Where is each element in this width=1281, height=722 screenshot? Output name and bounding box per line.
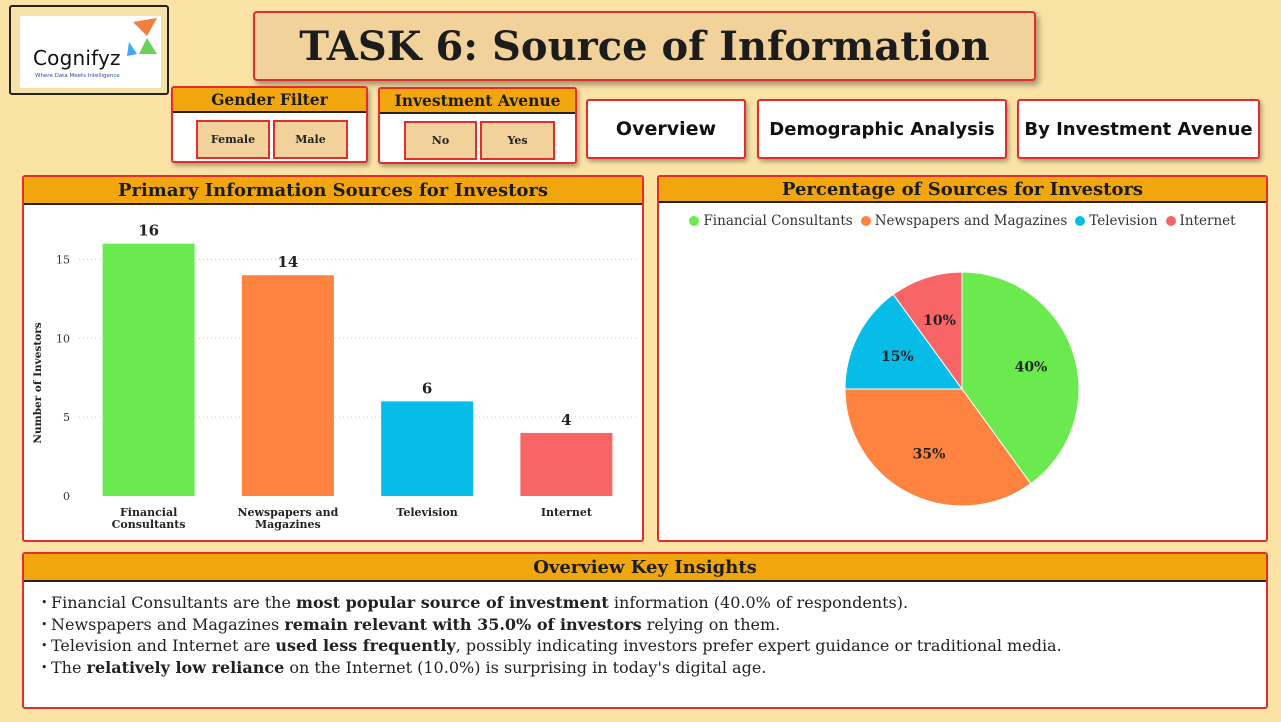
pie-slice-label: 10% [923, 313, 956, 329]
legend-dot-icon [1165, 216, 1176, 226]
insight-item: Newspapers and Magazines remain relevant… [41, 614, 1256, 636]
pie-slice-label: 40% [1015, 360, 1048, 376]
investment-option-yes[interactable]: Yes [480, 121, 555, 160]
bar-data-label: 16 [138, 222, 159, 240]
page-title: TASK 6: Source of Information [299, 22, 990, 70]
legend-item[interactable]: Financial Consultants [689, 213, 853, 229]
pie-chart: 40% 35% 15% 10% [844, 271, 1080, 507]
by-investment-avenue-button[interactable]: By Investment Avenue [1017, 99, 1260, 159]
x-tick-label: Television [396, 506, 457, 519]
insight-text: , possibly indicating investors prefer e… [455, 636, 1062, 655]
y-tick-label: 0 [63, 490, 70, 503]
insight-text: The [51, 657, 87, 677]
pie-slice[interactable] [844, 388, 1032, 507]
y-tick-label: 5 [63, 411, 70, 424]
overview-button[interactable]: Overview [586, 99, 746, 159]
legend-item[interactable]: Internet [1165, 213, 1236, 229]
bar[interactable] [102, 243, 195, 496]
legend-item[interactable]: Television [1075, 213, 1158, 229]
logo-triangle-blue [127, 42, 137, 56]
insight-highlight: remain relevant with 35.0% of investors [284, 614, 642, 634]
legend-label: Financial Consultants [703, 213, 853, 229]
investment-avenue-filter: Investment Avenue No Yes [378, 87, 577, 164]
insight-text: relying on them. [641, 614, 781, 634]
logo-triangle-green [139, 38, 157, 54]
investment-avenue-filter-title: Investment Avenue [380, 89, 575, 114]
gender-option-female[interactable]: Female [196, 120, 270, 159]
insights-panel: Overview Key Insights Financial Consulta… [22, 552, 1268, 709]
y-tick-label: 10 [56, 332, 70, 345]
logo-name: Cognifyz [33, 46, 121, 70]
pie-slice[interactable] [844, 293, 963, 390]
pie-chart-title: Percentage of Sources for Investors [659, 177, 1266, 203]
gender-option-male[interactable]: Male [273, 120, 348, 159]
bar-data-label: 4 [561, 411, 571, 429]
pie-chart-panel: Percentage of Sources for Investors Fina… [657, 175, 1268, 542]
demographic-analysis-button[interactable]: Demographic Analysis [757, 99, 1007, 159]
bar[interactable] [520, 432, 613, 496]
bar-chart-title: Primary Information Sources for Investor… [24, 177, 642, 205]
insight-text: on the Internet (10.0%) is surprising in… [284, 657, 767, 677]
bar[interactable] [381, 401, 474, 496]
legend-item[interactable]: Newspapers and Magazines [860, 213, 1068, 229]
legend-label: Internet [1179, 213, 1236, 229]
insight-text: Newspapers and Magazines [51, 614, 285, 634]
insight-highlight: relatively low reliance [86, 657, 285, 677]
logo-box: Cognifyz Where Data Meets Intelligence [9, 5, 169, 95]
bar[interactable] [241, 275, 334, 496]
gender-filter-title: Gender Filter [173, 88, 366, 113]
logo-mark-icon [127, 18, 157, 56]
insight-item: Television and Internet are used less fr… [41, 635, 1256, 657]
title-banner: TASK 6: Source of Information [253, 11, 1036, 81]
insight-text: information (40.0% of respondents). [608, 593, 909, 612]
logo-triangle-orange [133, 18, 157, 36]
x-tick-label: Consultants [112, 518, 186, 531]
x-tick-label: Internet [541, 506, 593, 519]
legend-dot-icon [1075, 216, 1086, 226]
bar-chart: 0 5 10 15 Number of Investors 16 FinancialCons… [32, 222, 636, 531]
pie-slice[interactable] [892, 271, 963, 391]
insight-item: The relatively low reliance on the Inter… [41, 657, 1256, 679]
gender-filter: Gender Filter Female Male [171, 86, 368, 163]
bar-data-label: 14 [277, 253, 298, 271]
insight-text: Television and Internet are [51, 636, 276, 655]
insight-highlight: used less frequently [275, 636, 456, 655]
logo: Cognifyz Where Data Meets Intelligence [20, 16, 161, 88]
investment-option-no[interactable]: No [404, 121, 477, 160]
insights-title: Overview Key Insights [24, 554, 1266, 582]
pie-slice[interactable] [961, 271, 1080, 485]
bar-data-label: 6 [422, 379, 432, 397]
pie-slice-label: 35% [913, 447, 946, 463]
x-tick-label: Newspapers and [237, 506, 338, 519]
x-tick-label: Financial [120, 506, 177, 519]
insights-list: Financial Consultants are the most popul… [41, 592, 1256, 678]
insight-text: Financial Consultants are the [51, 593, 297, 612]
legend-dot-icon [689, 216, 700, 226]
insight-item: Financial Consultants are the most popul… [41, 592, 1256, 614]
pie-slice-label: 15% [881, 349, 914, 365]
legend-label: Television [1089, 213, 1158, 229]
y-axis-label: Number of Investors [32, 322, 44, 443]
bar-chart-panel: Primary Information Sources for Investor… [22, 175, 644, 542]
insight-highlight: most popular source of investment [296, 593, 609, 612]
legend-dot-icon [860, 216, 871, 226]
legend-label: Newspapers and Magazines [874, 213, 1068, 229]
logo-tagline: Where Data Meets Intelligence [35, 73, 120, 79]
y-tick-label: 15 [56, 253, 70, 266]
pie-legend: Financial Consultants Newspapers and Maga… [659, 213, 1266, 229]
x-tick-label: Magazines [255, 518, 321, 531]
